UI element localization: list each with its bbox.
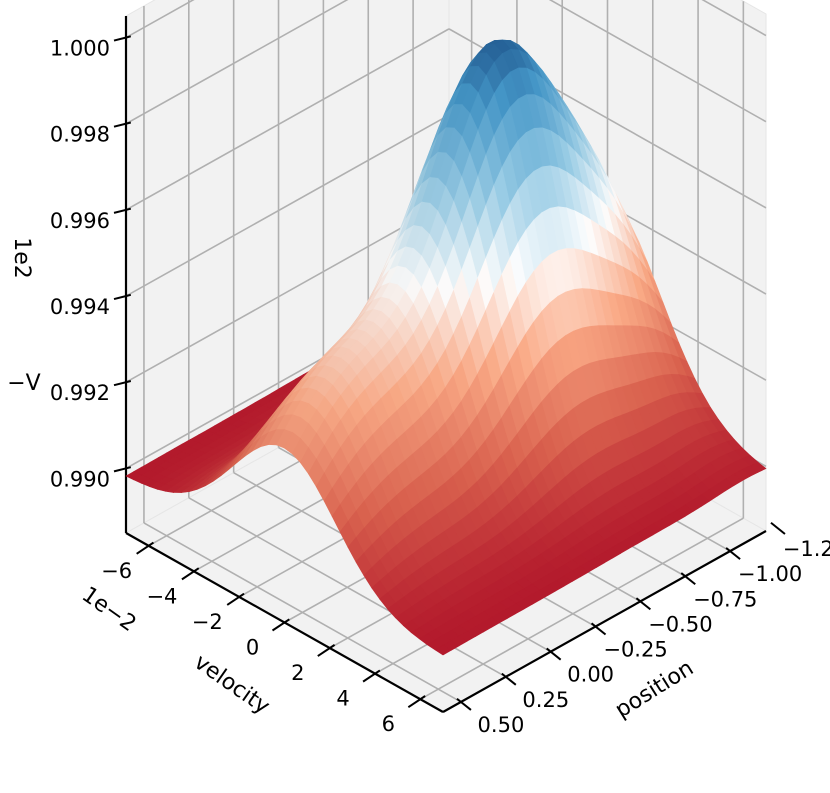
grid-left-z-5 <box>125 0 195 39</box>
z-tick-label-4: 0.998 <box>50 123 110 147</box>
x-axis-label: position <box>611 656 698 723</box>
z-tick-mark-3 <box>113 207 132 214</box>
z-tick-mark-5 <box>113 35 132 42</box>
z-tick-label-1: 0.992 <box>50 381 110 405</box>
grid-back-z-4 <box>548 0 767 123</box>
y-tick-label-4: 2 <box>291 661 304 685</box>
x-tick-label-1: −1.00 <box>738 562 802 586</box>
y-tick-mark-1 <box>181 567 200 581</box>
grid-left-z-3 <box>125 28 450 211</box>
z-tick-label-5: 1.000 <box>50 37 110 61</box>
x-tick-mark-6 <box>501 672 517 686</box>
y-tick-mark-6 <box>407 695 426 709</box>
y-tick-mark-0 <box>136 541 154 555</box>
x-tick-label-4: −0.25 <box>603 638 667 662</box>
y-tick-mark-2 <box>226 592 245 606</box>
grid-left-z-1 <box>125 200 450 383</box>
x-tick-label-5: 0.00 <box>567 663 614 687</box>
x-tick-mark-7 <box>456 697 472 711</box>
z-tick-label-0: 0.990 <box>50 467 110 491</box>
y-axis-offset-label: 1e−2 <box>77 582 140 637</box>
x-tick-label-6: 0.25 <box>522 688 569 712</box>
y-axis-label: velocity <box>189 650 274 720</box>
grid-left-z-4 <box>125 0 349 125</box>
x-tick-mark-1 <box>725 547 741 560</box>
x-tick-mark-5 <box>546 647 562 661</box>
y-tick-mark-5 <box>362 669 381 683</box>
x-tick-label-3: −0.50 <box>648 612 712 636</box>
x-tick-mark-3 <box>635 597 652 611</box>
y-tick-label-1: −4 <box>146 584 177 608</box>
surface-mesh <box>125 39 767 656</box>
z-axis-label: −V <box>7 371 40 396</box>
x-tick-label-7: 0.50 <box>478 713 525 737</box>
y-tick-mark-3 <box>271 618 290 632</box>
x-tick-label-0: −1.25 <box>783 537 830 561</box>
y-tick-label-3: 0 <box>246 636 259 660</box>
z-tick-label-3: 0.996 <box>50 209 110 233</box>
y-tick-label-6: 6 <box>382 712 395 736</box>
z-axis-offset-label: 1e2 <box>9 237 34 279</box>
x-tick-mark-2 <box>680 572 696 586</box>
z-tick-mark-4 <box>113 121 132 128</box>
y-tick-label-5: 4 <box>336 687 349 711</box>
x-tick-mark-0 <box>770 521 786 535</box>
x-tick-mark-4 <box>590 622 607 636</box>
grid-back-z-5 <box>701 0 767 37</box>
y-tick-label-0: −6 <box>101 559 132 583</box>
x-axis-line <box>442 530 767 713</box>
z-tick-mark-0 <box>113 466 132 473</box>
grid-left-z-2 <box>125 114 450 297</box>
tick-labels: −1.25−1.00−0.75−0.50−0.250.000.250.50−6−… <box>50 37 830 737</box>
y-tick-mark-4 <box>317 644 336 657</box>
grid-floor-y-6 <box>419 517 744 700</box>
axis-lines <box>113 16 786 713</box>
z-tick-label-2: 0.994 <box>50 295 110 319</box>
y-tick-label-2: −2 <box>192 610 223 634</box>
surface-patch-39-39 <box>434 644 452 656</box>
z-tick-mark-1 <box>113 380 132 387</box>
z-tick-mark-2 <box>113 293 132 301</box>
x-tick-label-2: −0.75 <box>693 587 757 611</box>
